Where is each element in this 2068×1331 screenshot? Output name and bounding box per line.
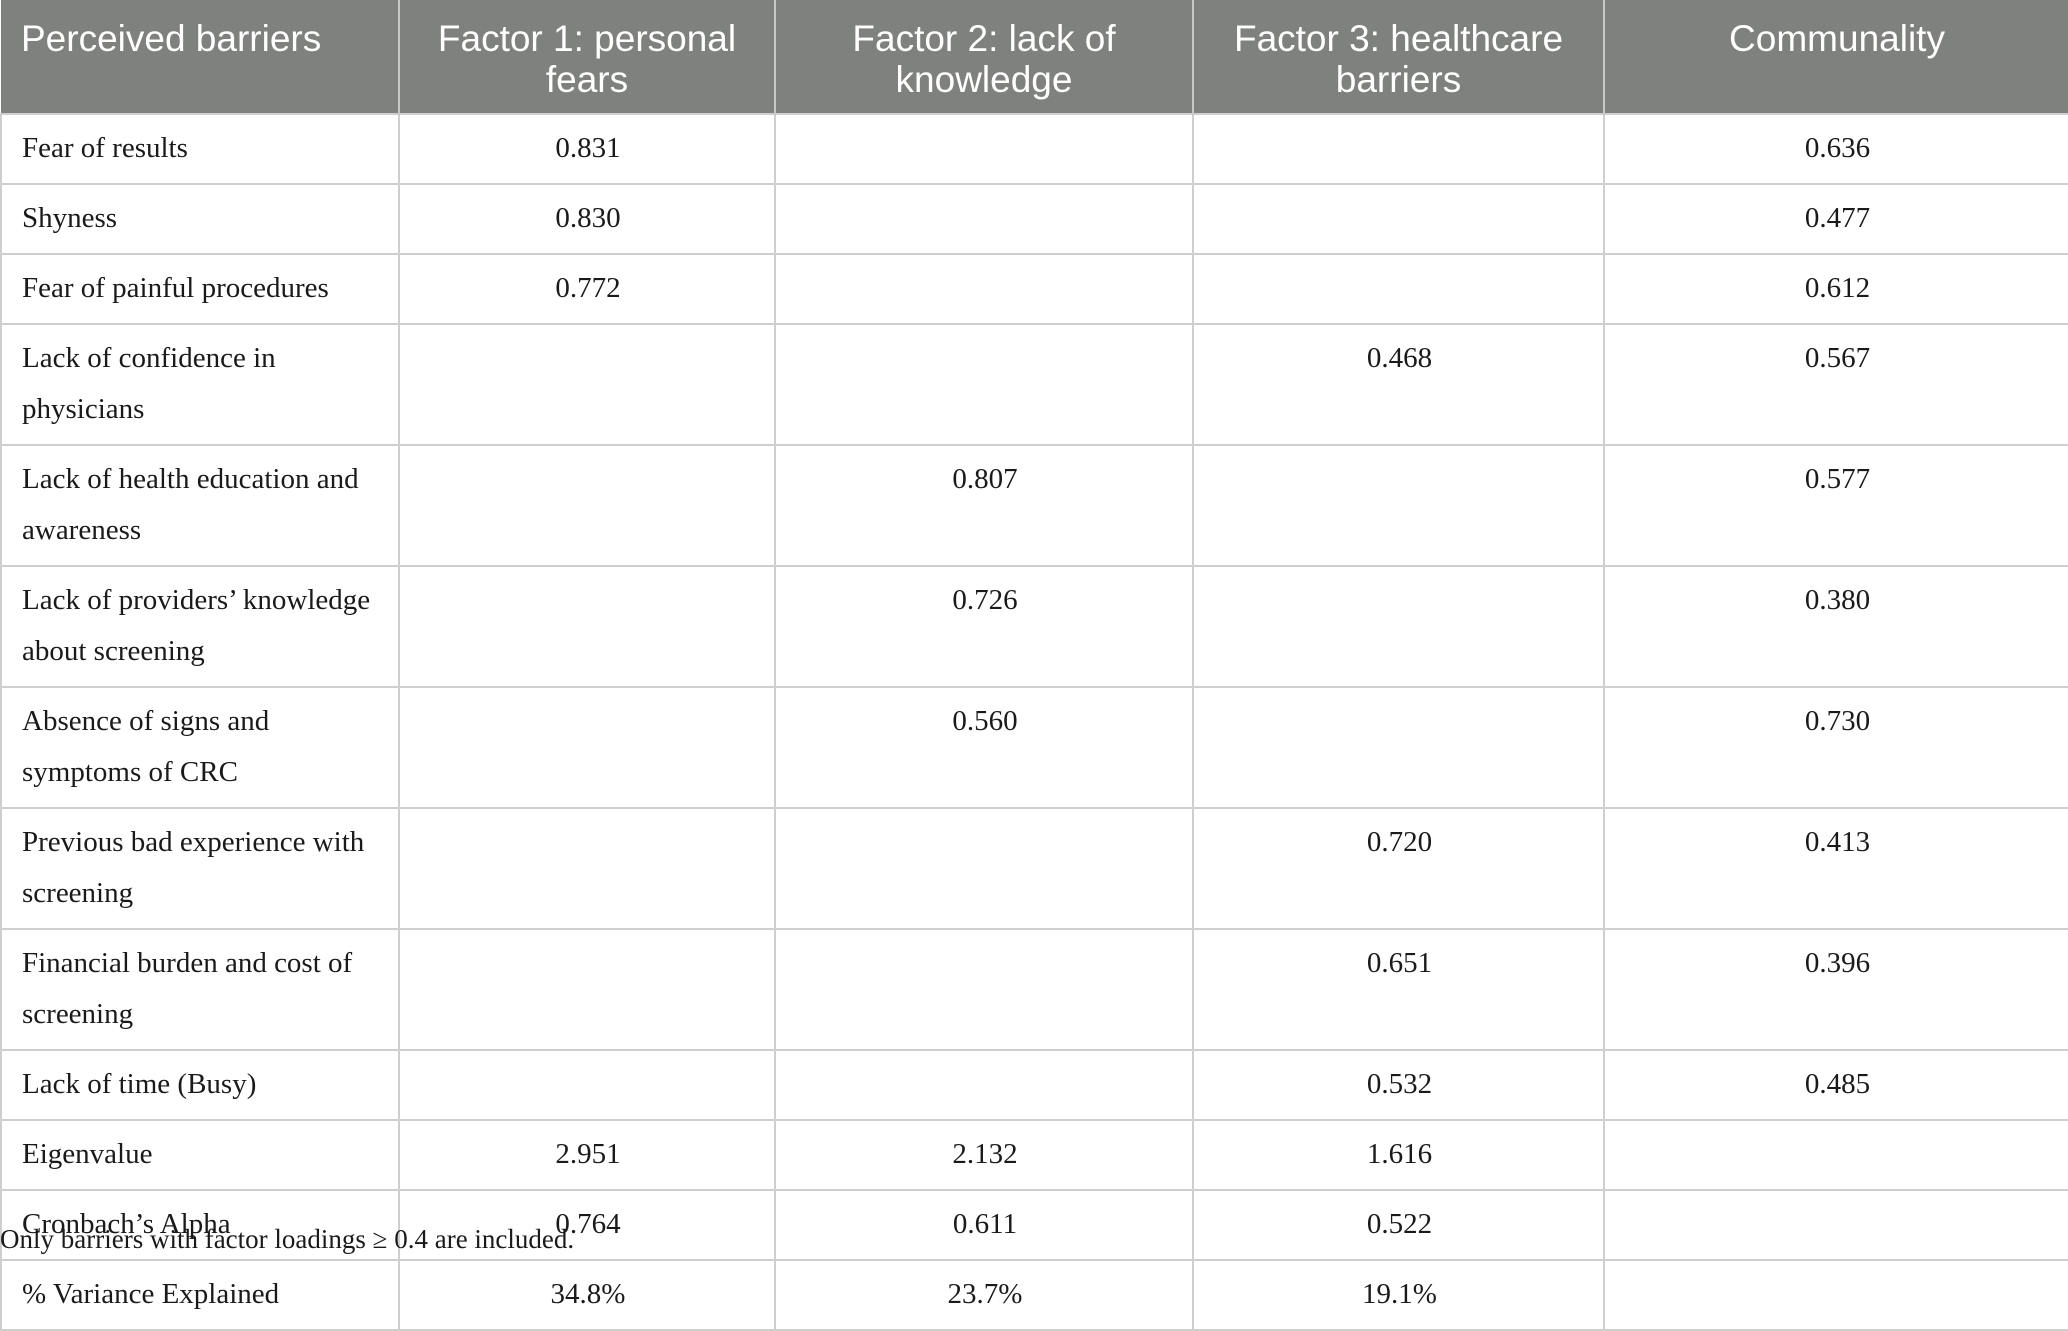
cell-communality bbox=[1603, 1189, 2068, 1261]
cell-barrier: Eigenvalue bbox=[0, 1119, 400, 1191]
header-perceived-barriers: Perceived barriers bbox=[1, 0, 399, 114]
cell-communality: 0.612 bbox=[1603, 253, 2068, 325]
cell-communality: 0.567 bbox=[1603, 323, 2068, 446]
cell-barrier: Lack of time (Busy) bbox=[0, 1049, 400, 1121]
cell-communality: 0.477 bbox=[1603, 183, 2068, 255]
table-row: Eigenvalue 2.951 2.132 1.616 bbox=[0, 1119, 2068, 1191]
table-row: Fear of results 0.831 0.636 bbox=[0, 113, 2068, 185]
table-row: Fear of painful procedures 0.772 0.612 bbox=[0, 253, 2068, 325]
cell-communality: 0.636 bbox=[1603, 113, 2068, 185]
cell-factor-1 bbox=[398, 323, 776, 446]
cell-barrier: Lack of providers’ knowledge about scree… bbox=[0, 565, 400, 688]
cell-barrier: Previous bad experience with screening bbox=[0, 807, 400, 930]
cell-factor-2: 0.807 bbox=[774, 444, 1194, 567]
cell-factor-3: 0.532 bbox=[1192, 1049, 1605, 1121]
cell-factor-1 bbox=[398, 565, 776, 688]
cell-factor-2 bbox=[774, 807, 1194, 930]
table-row: Shyness 0.830 0.477 bbox=[0, 183, 2068, 255]
cell-factor-3: 19.1% bbox=[1192, 1259, 1605, 1331]
cell-barrier: Absence of signs and symptoms of CRC bbox=[0, 686, 400, 809]
cell-factor-1: 34.8% bbox=[398, 1259, 776, 1331]
cell-barrier: % Variance Explained bbox=[0, 1259, 400, 1331]
table-row: Absence of signs and symptoms of CRC 0.5… bbox=[0, 686, 2068, 809]
cell-factor-1 bbox=[398, 1049, 776, 1121]
table-header: Perceived barriers Factor 1: personal fe… bbox=[1, 0, 2068, 114]
cell-factor-3 bbox=[1192, 565, 1605, 688]
table-row: Cronbach’s Alpha 0.764 0.611 0.522 bbox=[0, 1189, 2068, 1261]
cell-factor-2: 0.611 bbox=[774, 1189, 1194, 1261]
cell-factor-2 bbox=[774, 183, 1194, 255]
table-row: Previous bad experience with screening 0… bbox=[0, 807, 2068, 930]
header-factor-2: Factor 2: lack of knowledge bbox=[774, 0, 1193, 114]
header-factor-1: Factor 1: personal fears bbox=[398, 0, 775, 114]
cell-factor-1 bbox=[398, 686, 776, 809]
cell-factor-1: 0.830 bbox=[398, 183, 776, 255]
cell-factor-3: 0.651 bbox=[1192, 928, 1605, 1051]
cell-factor-3: 0.720 bbox=[1192, 807, 1605, 930]
cell-barrier: Financial burden and cost of screening bbox=[0, 928, 400, 1051]
cell-factor-2 bbox=[774, 253, 1194, 325]
cell-factor-1 bbox=[398, 928, 776, 1051]
cell-factor-2: 23.7% bbox=[774, 1259, 1194, 1331]
cell-factor-1: 0.831 bbox=[398, 113, 776, 185]
cell-communality: 0.730 bbox=[1603, 686, 2068, 809]
cell-factor-3 bbox=[1192, 113, 1605, 185]
table-row: Lack of providers’ knowledge about scree… bbox=[0, 565, 2068, 688]
cell-factor-3: 0.468 bbox=[1192, 323, 1605, 446]
cell-barrier: Lack of health education and awareness bbox=[0, 444, 400, 567]
table-row: Lack of time (Busy) 0.532 0.485 bbox=[0, 1049, 2068, 1121]
cell-factor-1: 0.764 bbox=[398, 1189, 776, 1261]
header-factor-3: Factor 3: healthcare barriers bbox=[1192, 0, 1604, 114]
header-row: Perceived barriers Factor 1: personal fe… bbox=[1, 0, 2068, 114]
table-row: Lack of confidence in physicians 0.468 0… bbox=[0, 323, 2068, 446]
cell-factor-3: 1.616 bbox=[1192, 1119, 1605, 1191]
header-communality: Communality bbox=[1603, 0, 2068, 114]
table-footnote: Only barriers with factor loadings ≥ 0.4… bbox=[0, 1224, 575, 1254]
cell-factor-2: 0.726 bbox=[774, 565, 1194, 688]
table-row: Lack of health education and awareness 0… bbox=[0, 444, 2068, 567]
cell-factor-3 bbox=[1192, 686, 1605, 809]
table-row: Financial burden and cost of screening 0… bbox=[0, 928, 2068, 1051]
cell-barrier: Cronbach’s Alpha bbox=[0, 1189, 400, 1261]
cell-barrier: Fear of painful procedures bbox=[0, 253, 400, 325]
cell-factor-1: 2.951 bbox=[398, 1119, 776, 1191]
cell-barrier: Fear of results bbox=[0, 113, 400, 185]
cell-factor-3 bbox=[1192, 183, 1605, 255]
cell-factor-2: 2.132 bbox=[774, 1119, 1194, 1191]
table-body: Fear of results 0.831 0.636 Shyness 0.83… bbox=[0, 113, 2068, 1331]
cell-communality bbox=[1603, 1259, 2068, 1331]
cell-communality: 0.485 bbox=[1603, 1049, 2068, 1121]
cell-factor-2 bbox=[774, 928, 1194, 1051]
cell-factor-1 bbox=[398, 807, 776, 930]
cell-communality: 0.413 bbox=[1603, 807, 2068, 930]
cell-factor-3: 0.522 bbox=[1192, 1189, 1605, 1261]
cell-factor-2: 0.560 bbox=[774, 686, 1194, 809]
cell-factor-2 bbox=[774, 113, 1194, 185]
cell-factor-1 bbox=[398, 444, 776, 567]
cell-communality bbox=[1603, 1119, 2068, 1191]
cell-factor-2 bbox=[774, 323, 1194, 446]
cell-communality: 0.396 bbox=[1603, 928, 2068, 1051]
table-row: % Variance Explained 34.8% 23.7% 19.1% bbox=[0, 1259, 2068, 1331]
cell-factor-3 bbox=[1192, 444, 1605, 567]
cell-factor-2 bbox=[774, 1049, 1194, 1121]
cell-communality: 0.577 bbox=[1603, 444, 2068, 567]
cell-communality: 0.380 bbox=[1603, 565, 2068, 688]
cell-barrier: Lack of confidence in physicians bbox=[0, 323, 400, 446]
cell-factor-3 bbox=[1192, 253, 1605, 325]
cell-barrier: Shyness bbox=[0, 183, 400, 255]
cell-factor-1: 0.772 bbox=[398, 253, 776, 325]
